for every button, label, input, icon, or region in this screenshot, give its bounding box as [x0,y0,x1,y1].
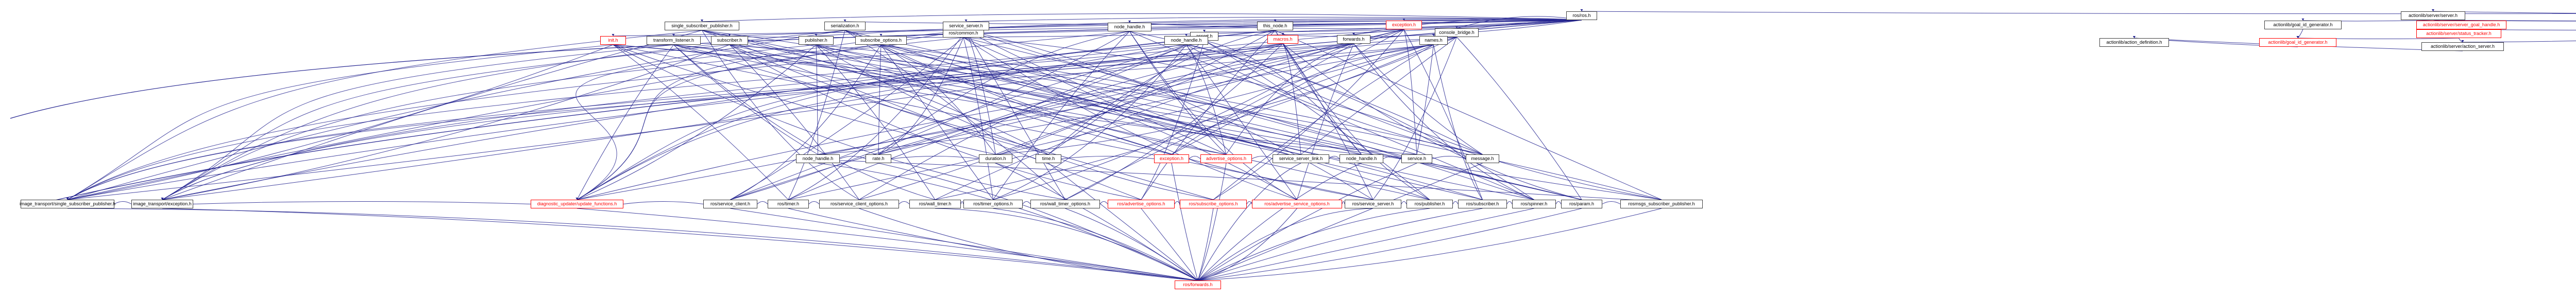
graph-node[interactable]: service_server.h [943,22,989,30]
graph-node[interactable]: ros/wall_timer_options.h [1030,200,1100,208]
graph-node[interactable]: exception.h [1154,154,1189,163]
graph-node[interactable]: this_node.h [1257,22,1293,30]
graph-node[interactable]: subscribe_options.h [855,36,907,45]
graph-node[interactable]: rosmsgs_subscriber_publisher.h [1620,200,1703,208]
graph-node[interactable]: names.h [1419,36,1448,45]
graph-node[interactable]: actionlib/server/status_tracker.h [2416,29,2501,38]
graph-node[interactable]: time.h [1036,154,1061,163]
graph-node[interactable]: ros/param.h [1561,200,1602,208]
graph-node[interactable]: message.h [1466,154,1499,163]
graph-node[interactable]: node_handle.h [796,154,840,163]
graph-node[interactable]: node_handle.h [1340,154,1383,163]
graph-node[interactable]: actionlib/action_definition.h [2099,38,2169,47]
graph-node[interactable]: actionlib/goal_id_generator.h [2259,38,2336,47]
graph-node[interactable]: ros/forwards.h [1175,280,1221,289]
graph-node[interactable]: ros/timer_options.h [963,200,1023,208]
graph-node[interactable]: ros/advertise_service_options.h [1252,200,1342,208]
graph-node[interactable]: diagnostic_updater/update_functions.h [531,200,623,208]
graph-node[interactable]: exception.h [1386,21,1422,29]
graph-node[interactable]: ros/advertise_options.h [1108,200,1175,208]
graph-node[interactable]: duration.h [979,154,1012,163]
graph-node[interactable]: service_server_link.h [1273,154,1329,163]
graph-node[interactable]: service.h [1401,154,1432,163]
graph-node[interactable]: actionlib/goal_id_generator.h [2264,21,2342,29]
graph-node[interactable]: image_transport/exception.h [131,200,193,208]
graph-node[interactable]: image_transport/single_subscriber_publis… [20,200,115,208]
graph-node[interactable]: ros/common.h [943,29,984,38]
graph-node[interactable]: serialization.h [824,22,866,30]
graph-node[interactable]: ros/wall_timer.h [909,200,961,208]
graph-node[interactable]: ros/subscribe_options.h [1180,200,1247,208]
graph-node[interactable]: publisher.h [799,36,834,45]
graph-node[interactable]: actionlib/server/server.h [2401,11,2465,20]
graph-node[interactable]: transform_listener.h [647,36,701,45]
graph-node[interactable]: init.h [600,36,626,45]
graph-node[interactable]: ros/service_server.h [1345,200,1401,208]
graph-node[interactable]: actionlib/server/action_server.h [2421,42,2504,51]
graph-node[interactable]: ros/subscriber.h [1458,200,1507,208]
graph-node[interactable]: ros/spinner.h [1512,200,1556,208]
graph-node[interactable]: ros/timer.h [768,200,809,208]
graph-node[interactable]: subscriber.h [711,36,748,45]
graph-node[interactable]: advertise_options.h [1200,154,1252,163]
graph-node[interactable]: forwards.h [1337,35,1370,44]
graph-node[interactable]: macros.h [1267,35,1298,44]
graph-node[interactable]: rate.h [866,154,891,163]
graph-node[interactable]: single_subscriber_publisher.h [665,22,739,30]
graph-node[interactable]: ros/ros.h [1566,11,1597,20]
graph-node[interactable]: actionlib/server/server_goal_handle.h [2416,21,2506,29]
graph-node[interactable]: ros/publisher.h [1406,200,1453,208]
graph-node[interactable]: ros/service_client.h [703,200,757,208]
graph-node[interactable]: console_bridge.h [1435,28,1479,37]
graph-node[interactable]: node_handle.h [1108,23,1151,31]
graph-node[interactable]: node_handle.h [1164,36,1208,45]
graph-node[interactable]: ros/service_client_options.h [819,200,899,208]
